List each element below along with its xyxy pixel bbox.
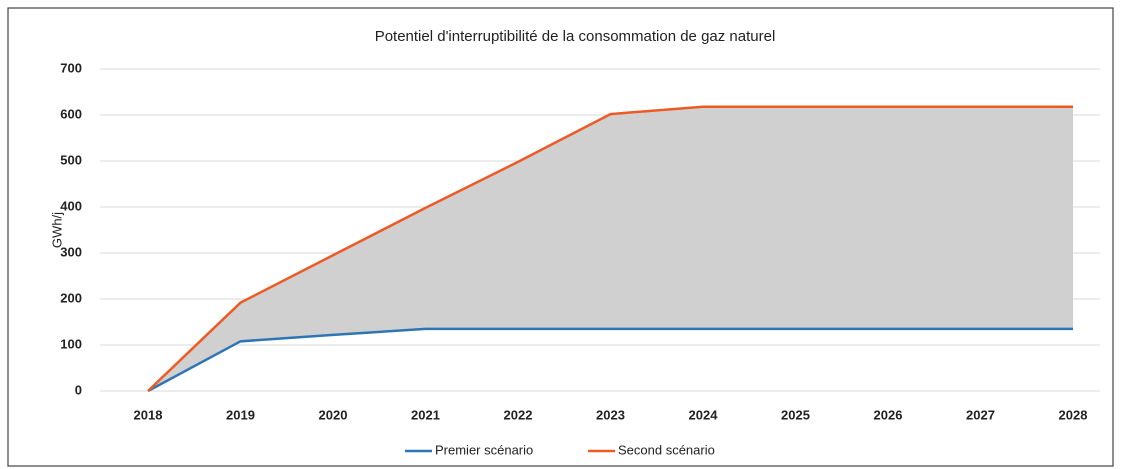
x-tick-label: 2018 [134, 407, 163, 422]
series-line [147, 327, 1073, 393]
x-tick-label: 2027 [966, 407, 995, 422]
x-tick-label: 2019 [226, 407, 255, 422]
x-tick-label: 2020 [319, 407, 348, 422]
y-tick-label: 100 [60, 336, 82, 351]
y-tick-label: 300 [60, 244, 82, 259]
x-tick-label: 2026 [874, 407, 903, 422]
y-axis-label: GWh/j [49, 212, 64, 248]
x-tick-label: 2023 [596, 407, 625, 422]
x-tick-label: 2024 [689, 407, 719, 422]
area-between [148, 106, 1073, 391]
chart-title: Potentiel d'interruptibilité de la conso… [375, 28, 776, 45]
legend-label: Premier scénario [435, 442, 533, 457]
y-tick-label: 700 [60, 60, 82, 75]
y-tick-label: 0 [75, 382, 82, 397]
y-tick-label: 400 [60, 198, 82, 213]
x-tick-label: 2025 [781, 407, 810, 422]
series-line [147, 105, 1073, 392]
y-tick-label: 600 [60, 106, 82, 121]
x-tick-label: 2021 [411, 407, 440, 422]
y-tick-label: 200 [60, 290, 82, 305]
x-tick-label: 2022 [504, 407, 533, 422]
x-tick-label: 2028 [1059, 407, 1088, 422]
y-tick-label: 500 [60, 152, 82, 167]
legend-label: Second scénario [618, 442, 715, 457]
